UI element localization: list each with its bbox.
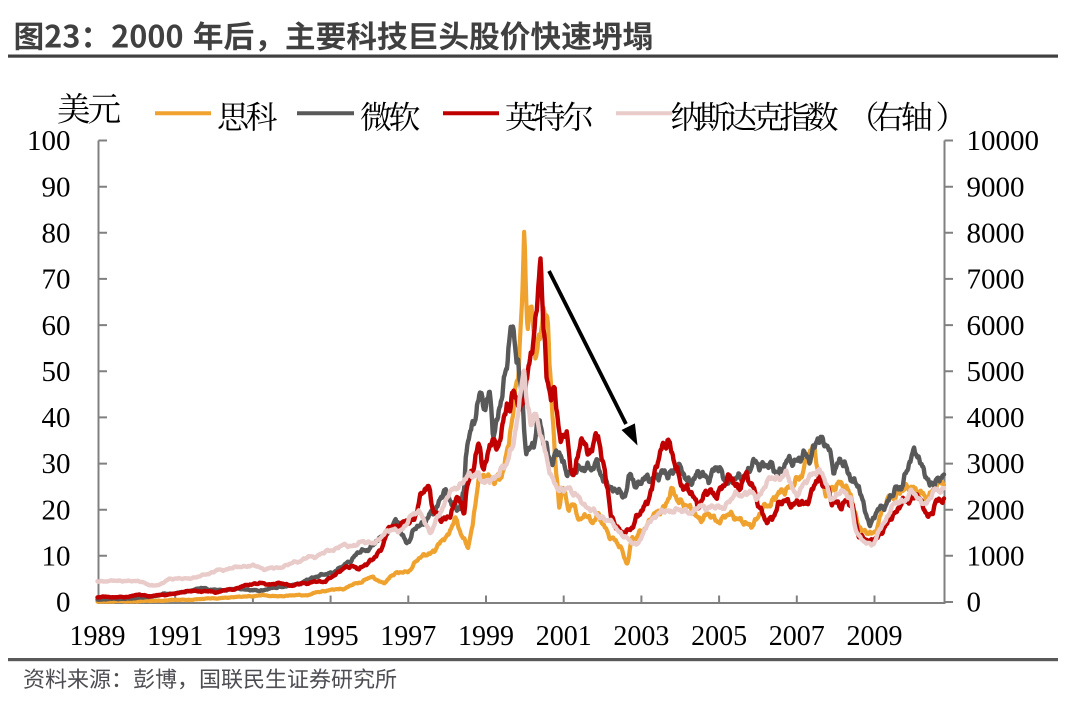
- svg-text:1999: 1999: [458, 621, 514, 652]
- svg-text:1995: 1995: [303, 621, 359, 652]
- svg-text:90: 90: [42, 171, 71, 203]
- svg-text:1000: 1000: [967, 541, 1025, 573]
- svg-text:6000: 6000: [967, 310, 1025, 342]
- svg-text:70: 70: [42, 264, 71, 296]
- svg-text:80: 80: [42, 218, 71, 250]
- svg-text:50: 50: [42, 356, 71, 388]
- svg-text:60: 60: [42, 310, 71, 342]
- svg-text:20: 20: [42, 494, 71, 526]
- svg-text:100: 100: [27, 125, 71, 157]
- svg-text:2000: 2000: [967, 494, 1025, 526]
- svg-text:9000: 9000: [967, 171, 1025, 203]
- svg-text:1993: 1993: [225, 621, 281, 652]
- svg-text:2005: 2005: [691, 621, 747, 652]
- svg-text:5000: 5000: [967, 356, 1025, 388]
- svg-text:30: 30: [42, 448, 71, 480]
- svg-text:40: 40: [42, 402, 71, 434]
- svg-text:1991: 1991: [147, 621, 203, 652]
- svg-text:8000: 8000: [967, 218, 1025, 250]
- svg-text:10: 10: [42, 541, 71, 573]
- svg-text:2003: 2003: [613, 621, 669, 652]
- svg-text:0: 0: [967, 587, 982, 619]
- svg-text:2007: 2007: [769, 621, 825, 652]
- svg-text:1989: 1989: [70, 621, 126, 652]
- svg-text:2009: 2009: [847, 621, 903, 652]
- svg-text:7000: 7000: [967, 264, 1025, 296]
- svg-text:2001: 2001: [536, 621, 592, 652]
- svg-text:3000: 3000: [967, 448, 1025, 480]
- svg-text:0: 0: [56, 587, 71, 619]
- svg-text:1997: 1997: [380, 621, 436, 652]
- svg-text:10000: 10000: [967, 125, 1040, 157]
- svg-text:4000: 4000: [967, 402, 1025, 434]
